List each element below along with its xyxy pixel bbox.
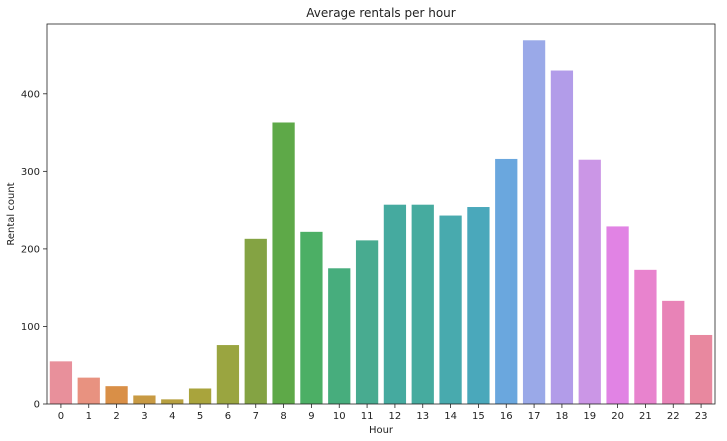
bar-hour-21	[634, 269, 657, 404]
x-tick-label: 3	[141, 411, 147, 422]
x-tick-label: 14	[444, 411, 457, 422]
bar-hour-12	[383, 204, 407, 404]
bar-hour-7	[244, 238, 267, 404]
x-tick-label: 8	[280, 411, 286, 422]
bar-hour-22	[662, 300, 685, 404]
x-tick-label: 5	[197, 411, 203, 422]
bar-hour-8	[272, 122, 295, 404]
bar-hour-10	[328, 268, 351, 404]
x-tick-label: 4	[169, 411, 175, 422]
bar-hour-13	[411, 204, 434, 404]
x-tick-label: 19	[583, 411, 596, 422]
y-tick-label: 0	[34, 400, 40, 411]
x-tick-label: 1	[86, 411, 92, 422]
plot-frame	[46, 23, 716, 405]
x-axis-label: Hour	[369, 425, 394, 436]
x-tick-label: 21	[639, 411, 652, 422]
bar-hour-18	[550, 70, 574, 404]
bar-hour-20	[606, 226, 629, 404]
bar-hour-15	[467, 207, 490, 404]
bar-hour-9	[300, 231, 323, 404]
bar-hour-16	[495, 158, 518, 404]
bar-hour-5	[188, 388, 212, 404]
bar-hour-1	[77, 377, 100, 404]
bar-hour-6	[216, 345, 240, 404]
x-tick-label: 11	[361, 411, 374, 422]
x-tick-label: 15	[472, 411, 485, 422]
x-tick-label: 16	[500, 411, 513, 422]
bar-hour-17	[522, 40, 546, 405]
x-tick-label: 2	[113, 411, 119, 422]
y-tick-label: 300	[21, 167, 40, 178]
chart-title: Average rentals per hour	[306, 6, 456, 20]
bar-hour-19	[578, 159, 601, 404]
x-tick-label: 22	[667, 411, 680, 422]
x-tick-label: 6	[225, 411, 231, 422]
bar-hour-0	[49, 361, 73, 404]
y-axis-label: Rental count	[6, 182, 17, 245]
y-ticks-group: 0 100 200 300 400	[21, 89, 47, 411]
bar-hour-23	[689, 334, 713, 404]
x-tick-label: 12	[389, 411, 402, 422]
y-tick-label: 200	[21, 244, 40, 255]
x-tick-label: 20	[611, 411, 624, 422]
x-tick-label: 10	[333, 411, 346, 422]
bar-hour-4	[161, 399, 184, 404]
x-tick-label: 23	[695, 411, 708, 422]
x-tick-label: 0	[58, 411, 64, 422]
x-tick-label: 13	[416, 411, 429, 422]
bar-hour-11	[355, 240, 379, 404]
bar-hour-3	[133, 395, 156, 404]
y-tick-label: 400	[21, 89, 40, 100]
x-ticks-group: 0 1 2 3 4 5 6 7 8 9 10 11 12 13 14 15 16 17 18 19 20 21 22 23	[58, 404, 708, 422]
x-tick-label: 17	[528, 411, 541, 422]
x-tick-label: 7	[253, 411, 259, 422]
x-tick-label: 18	[556, 411, 569, 422]
x-tick-label: 9	[308, 411, 314, 422]
y-tick-label: 100	[21, 322, 40, 333]
bars-group	[49, 40, 713, 405]
bar-hour-2	[105, 386, 128, 404]
bar-hour-14	[439, 215, 462, 404]
